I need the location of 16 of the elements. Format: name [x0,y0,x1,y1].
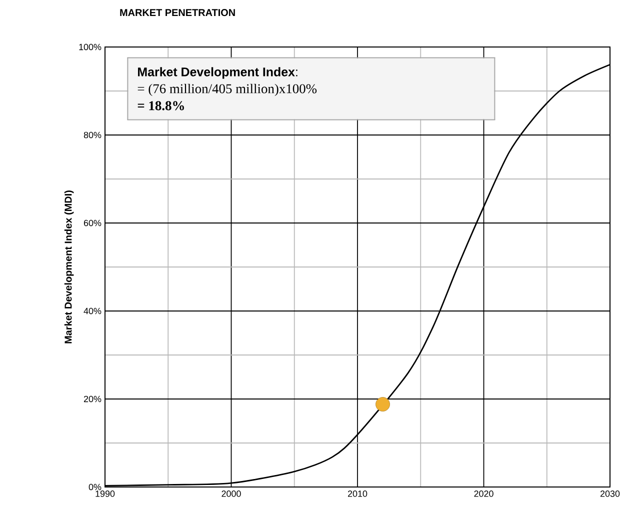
y-tick-label: 20% [84,396,102,402]
x-tick-label: 1990 [96,490,115,497]
y-tick-label: 100% [79,44,102,50]
x-tick-label: 2030 [600,490,620,497]
chart-title: MARKET PENETRATION [120,9,235,16]
annotation: = 18.8% [138,101,184,110]
y-tick-label: 0% [88,484,102,490]
x-tick-label: 2000 [222,490,241,497]
annotation: Market Development Index: [138,67,298,79]
x-tick-label: 2010 [348,490,368,497]
y-axis-title: Market Development Index (MDI) [64,190,74,344]
y-tick-label: 40% [84,308,102,314]
y-tick-label: 60% [84,220,102,226]
y-tick-label: 80% [84,132,102,138]
annotation: = (76 million/405 million)x100% [138,84,317,96]
x-tick-label: 2020 [474,490,494,497]
